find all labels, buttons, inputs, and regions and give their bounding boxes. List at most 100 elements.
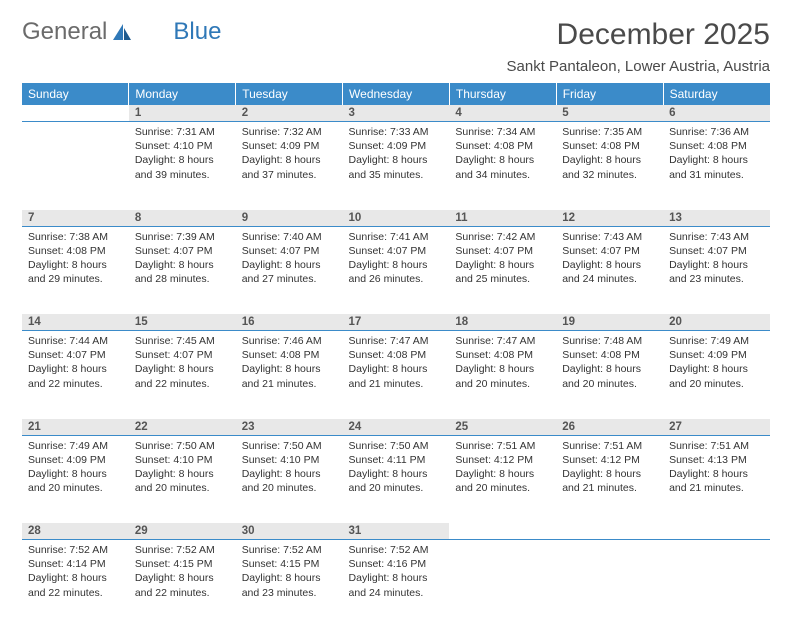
sunset-text: Sunset: 4:07 PM [562,244,657,258]
sunset-text: Sunset: 4:15 PM [242,557,337,571]
day-number: 20 [663,314,770,331]
brand-part1: General [22,18,107,46]
daynum-row: 78910111213 [22,210,770,227]
sunrise-text: Sunrise: 7:50 AM [135,439,230,453]
day-number: 10 [343,210,450,227]
day-header: Sunday [22,83,129,105]
sunset-text: Sunset: 4:08 PM [455,348,550,362]
day-number: 23 [236,419,343,436]
day-number: 31 [343,523,450,540]
day-cell: Sunrise: 7:43 AMSunset: 4:07 PMDaylight:… [663,226,770,314]
day-cell: Sunrise: 7:42 AMSunset: 4:07 PMDaylight:… [449,226,556,314]
day-header: Friday [556,83,663,105]
daylight-text: Daylight: 8 hours and 39 minutes. [135,153,230,181]
sunset-text: Sunset: 4:08 PM [455,139,550,153]
sunrise-text: Sunrise: 7:32 AM [242,125,337,139]
daylight-text: Daylight: 8 hours and 29 minutes. [28,258,123,286]
day-cell: Sunrise: 7:50 AMSunset: 4:10 PMDaylight:… [129,435,236,523]
day-cell: Sunrise: 7:32 AMSunset: 4:09 PMDaylight:… [236,122,343,210]
daylight-text: Daylight: 8 hours and 28 minutes. [135,258,230,286]
day-number: 3 [343,105,450,122]
sunrise-text: Sunrise: 7:36 AM [669,125,764,139]
daylight-text: Daylight: 8 hours and 37 minutes. [242,153,337,181]
day-number: 8 [129,210,236,227]
sunrise-text: Sunrise: 7:40 AM [242,230,337,244]
day-header: Monday [129,83,236,105]
daylight-text: Daylight: 8 hours and 34 minutes. [455,153,550,181]
day-number: 27 [663,419,770,436]
brand-part2: Blue [173,18,221,46]
daylight-text: Daylight: 8 hours and 20 minutes. [562,362,657,390]
sunset-text: Sunset: 4:08 PM [28,244,123,258]
day-number: 2 [236,105,343,122]
sunset-text: Sunset: 4:10 PM [135,453,230,467]
day-number: 6 [663,105,770,122]
sunrise-text: Sunrise: 7:44 AM [28,334,123,348]
day-cell: Sunrise: 7:38 AMSunset: 4:08 PMDaylight:… [22,226,129,314]
day-number: 21 [22,419,129,436]
day-number: 24 [343,419,450,436]
daylight-text: Daylight: 8 hours and 20 minutes. [135,467,230,495]
daylight-text: Daylight: 8 hours and 20 minutes. [455,362,550,390]
day-number: 4 [449,105,556,122]
content-row: Sunrise: 7:52 AMSunset: 4:14 PMDaylight:… [22,540,770,628]
daynum-row: 123456 [22,105,770,122]
daylight-text: Daylight: 8 hours and 23 minutes. [242,571,337,599]
day-header-row: SundayMondayTuesdayWednesdayThursdayFrid… [22,83,770,105]
sunrise-text: Sunrise: 7:42 AM [455,230,550,244]
sunset-text: Sunset: 4:08 PM [562,348,657,362]
day-cell: Sunrise: 7:50 AMSunset: 4:10 PMDaylight:… [236,435,343,523]
daylight-text: Daylight: 8 hours and 24 minutes. [349,571,444,599]
day-number: 28 [22,523,129,540]
sunrise-text: Sunrise: 7:49 AM [669,334,764,348]
daylight-text: Daylight: 8 hours and 21 minutes. [349,362,444,390]
day-cell: Sunrise: 7:51 AMSunset: 4:12 PMDaylight:… [556,435,663,523]
day-number [663,523,770,540]
daylight-text: Daylight: 8 hours and 22 minutes. [135,362,230,390]
day-number: 12 [556,210,663,227]
daylight-text: Daylight: 8 hours and 20 minutes. [349,467,444,495]
day-cell: Sunrise: 7:47 AMSunset: 4:08 PMDaylight:… [343,331,450,419]
daynum-row: 14151617181920 [22,314,770,331]
page-header: General Blue December 2025 Sankt Pantale… [22,18,770,75]
day-cell: Sunrise: 7:31 AMSunset: 4:10 PMDaylight:… [129,122,236,210]
day-header: Tuesday [236,83,343,105]
daylight-text: Daylight: 8 hours and 21 minutes. [562,467,657,495]
daylight-text: Daylight: 8 hours and 24 minutes. [562,258,657,286]
sunrise-text: Sunrise: 7:33 AM [349,125,444,139]
day-cell [663,540,770,628]
day-cell: Sunrise: 7:39 AMSunset: 4:07 PMDaylight:… [129,226,236,314]
daylight-text: Daylight: 8 hours and 21 minutes. [669,467,764,495]
brand-logo: General Blue [22,18,221,46]
sunrise-text: Sunrise: 7:49 AM [28,439,123,453]
day-number [556,523,663,540]
sunset-text: Sunset: 4:10 PM [135,139,230,153]
day-number: 16 [236,314,343,331]
sunrise-text: Sunrise: 7:43 AM [562,230,657,244]
day-cell: Sunrise: 7:49 AMSunset: 4:09 PMDaylight:… [22,435,129,523]
day-cell: Sunrise: 7:44 AMSunset: 4:07 PMDaylight:… [22,331,129,419]
day-cell: Sunrise: 7:52 AMSunset: 4:14 PMDaylight:… [22,540,129,628]
day-number: 7 [22,210,129,227]
day-cell: Sunrise: 7:41 AMSunset: 4:07 PMDaylight:… [343,226,450,314]
content-row: Sunrise: 7:49 AMSunset: 4:09 PMDaylight:… [22,435,770,523]
day-cell: Sunrise: 7:35 AMSunset: 4:08 PMDaylight:… [556,122,663,210]
day-number: 26 [556,419,663,436]
day-number: 30 [236,523,343,540]
day-number: 13 [663,210,770,227]
sunset-text: Sunset: 4:07 PM [669,244,764,258]
day-cell: Sunrise: 7:33 AMSunset: 4:09 PMDaylight:… [343,122,450,210]
day-cell: Sunrise: 7:46 AMSunset: 4:08 PMDaylight:… [236,331,343,419]
day-cell: Sunrise: 7:43 AMSunset: 4:07 PMDaylight:… [556,226,663,314]
day-cell: Sunrise: 7:47 AMSunset: 4:08 PMDaylight:… [449,331,556,419]
sunset-text: Sunset: 4:09 PM [242,139,337,153]
day-number: 11 [449,210,556,227]
day-number [22,105,129,122]
day-cell: Sunrise: 7:34 AMSunset: 4:08 PMDaylight:… [449,122,556,210]
day-header: Saturday [663,83,770,105]
day-cell [556,540,663,628]
daylight-text: Daylight: 8 hours and 20 minutes. [242,467,337,495]
daylight-text: Daylight: 8 hours and 25 minutes. [455,258,550,286]
daylight-text: Daylight: 8 hours and 22 minutes. [28,571,123,599]
day-cell: Sunrise: 7:51 AMSunset: 4:12 PMDaylight:… [449,435,556,523]
